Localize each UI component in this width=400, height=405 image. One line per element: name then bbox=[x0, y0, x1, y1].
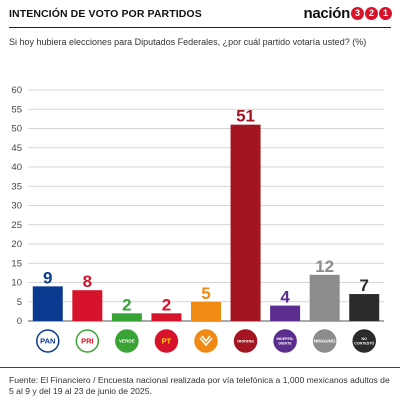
data-label: 2 bbox=[162, 295, 171, 314]
brand-digit: 3 bbox=[351, 6, 364, 20]
bar-mc bbox=[191, 301, 221, 321]
chart-subtitle: Si hoy hubiera elecciones para Diputados… bbox=[9, 37, 367, 47]
party-logo-label: DIENTE bbox=[279, 341, 293, 345]
y-tick-label: 25 bbox=[11, 220, 22, 231]
eagle-icon bbox=[199, 335, 213, 347]
gridlines bbox=[28, 89, 384, 322]
y-tick-label: 5 bbox=[17, 297, 22, 308]
party-logo-icon bbox=[154, 329, 179, 353]
data-label: 5 bbox=[201, 284, 210, 303]
party-logo-label: CONTESTÓ bbox=[354, 340, 374, 345]
party-logo-label: PT bbox=[162, 337, 172, 346]
footer-divider bbox=[0, 367, 400, 368]
y-tick-label: 55 bbox=[11, 104, 22, 115]
bar-morena bbox=[230, 124, 261, 322]
party-logo-label: INDEPEN- bbox=[277, 337, 295, 341]
bar-ninguno bbox=[309, 274, 340, 321]
party-logo-pt: PT bbox=[154, 329, 179, 353]
y-tick-label: 15 bbox=[11, 258, 22, 269]
party-logo-icon bbox=[75, 329, 100, 353]
party-logo-ninguno: NINGUNO bbox=[312, 329, 337, 353]
chart-title: INTENCIÓN DE VOTO POR PARTIDOS bbox=[9, 8, 202, 20]
bar-verde bbox=[111, 313, 142, 321]
brand-digit: 1 bbox=[379, 6, 392, 20]
y-tick-label: 10 bbox=[11, 278, 22, 289]
party-logo-pri: PRI bbox=[75, 329, 100, 353]
bar-pan bbox=[32, 286, 63, 321]
y-tick-label: 60 bbox=[11, 85, 22, 96]
data-label: 8 bbox=[83, 272, 92, 291]
brand-logo[interactable]: nación 3 2 1 bbox=[303, 3, 392, 23]
party-logo-icon bbox=[352, 329, 376, 353]
data-label: 51 bbox=[236, 107, 255, 126]
party-logos: PAN PRI VERDE PT morena INDEPEN-DIENTE NINGUNO… bbox=[36, 329, 376, 353]
header-divider bbox=[9, 27, 391, 28]
party-logo-morena: morena bbox=[233, 329, 258, 353]
party-logo-verde: VERDE bbox=[115, 329, 139, 353]
y-tick-label: 45 bbox=[11, 143, 22, 154]
party-logo-independiente: INDEPEN-DIENTE bbox=[273, 329, 297, 353]
bar-independiente bbox=[270, 305, 301, 321]
party-logo-label: morena bbox=[237, 339, 254, 344]
party-logo-label: VERDE bbox=[119, 339, 135, 344]
data-label: 9 bbox=[43, 268, 52, 287]
y-tick-label: 0 bbox=[17, 316, 22, 327]
data-labels: 9 8 2 2 5 51 4 12 7 bbox=[43, 107, 369, 315]
party-logo-icon bbox=[36, 329, 60, 353]
source-note: Fuente: El Financiero / Encuesta naciona… bbox=[9, 375, 390, 396]
brand-digit: 2 bbox=[365, 6, 378, 20]
data-label: 12 bbox=[315, 257, 334, 276]
data-label: 4 bbox=[280, 288, 290, 307]
bar-pri bbox=[72, 290, 103, 321]
y-tick-label: 40 bbox=[11, 162, 22, 173]
party-logo-pan: PAN bbox=[36, 329, 60, 353]
party-logo-label: NO bbox=[362, 337, 368, 341]
bar-pt bbox=[151, 313, 182, 321]
party-logo-icon bbox=[233, 329, 258, 353]
y-tick-label: 35 bbox=[11, 181, 22, 192]
data-label: 7 bbox=[359, 276, 368, 295]
party-logo-icon bbox=[273, 329, 297, 353]
party-logo-label: PAN bbox=[40, 337, 55, 346]
party-logo-mc bbox=[194, 329, 218, 353]
bar-no-contest- bbox=[349, 294, 380, 321]
chart-header: INTENCIÓN DE VOTO POR PARTIDOS nación 3 … bbox=[0, 0, 400, 28]
data-label: 2 bbox=[122, 295, 131, 314]
y-tick-label: 50 bbox=[11, 124, 22, 135]
y-tick-label: 20 bbox=[11, 239, 22, 250]
party-logo-icon bbox=[115, 329, 139, 353]
brand-word: nación bbox=[303, 4, 350, 22]
y-axis-ticks: 0 5 10 15 20 25 30 35 40 45 50 55 60 bbox=[11, 85, 22, 327]
party-logo-label: PRI bbox=[81, 337, 94, 346]
y-tick-label: 30 bbox=[11, 201, 22, 212]
party-logo-label: NINGUNO bbox=[314, 339, 336, 344]
bars bbox=[32, 124, 380, 322]
party-logo-icon bbox=[312, 329, 337, 353]
